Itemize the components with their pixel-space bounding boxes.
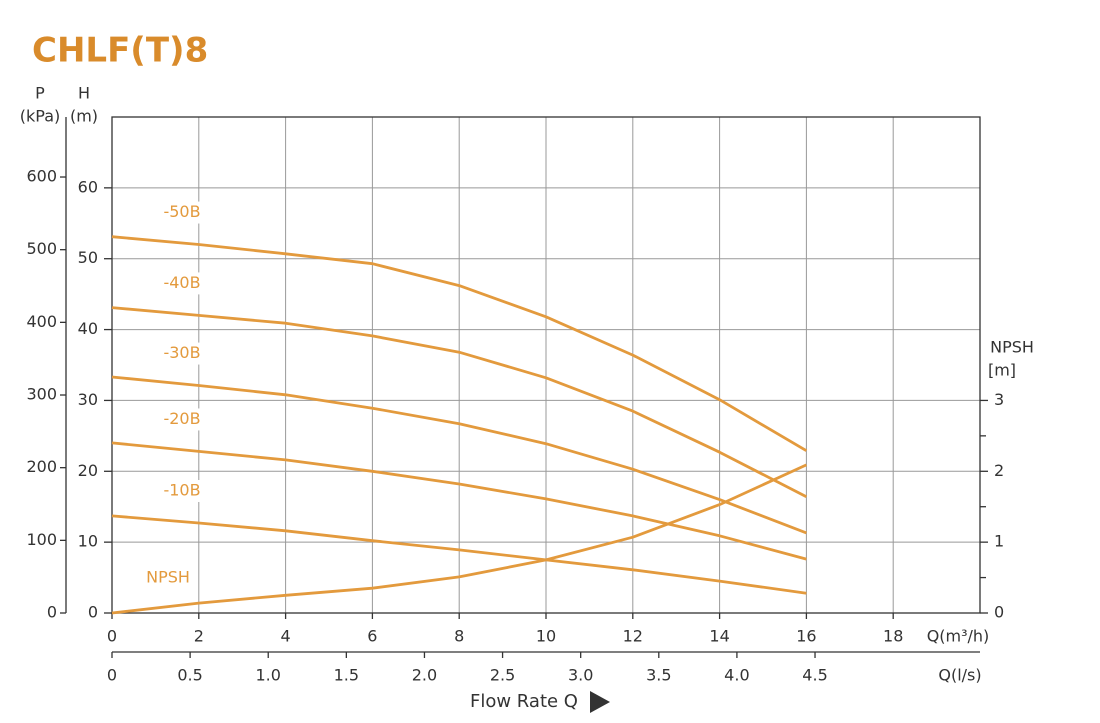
label-bg xyxy=(154,272,210,295)
x2-label: Q(l/s) xyxy=(938,666,981,685)
curve xyxy=(111,514,807,595)
y-tick-label: 0 xyxy=(88,603,98,622)
y-tick-label: 50 xyxy=(78,248,98,267)
label-bg xyxy=(154,201,210,224)
y2-unit: [m] xyxy=(988,361,1016,380)
x-tick-label: 10 xyxy=(536,627,556,646)
label-bg xyxy=(154,480,210,503)
y-tick-label: 10 xyxy=(78,532,98,551)
label-bg xyxy=(140,567,196,590)
arrow xyxy=(590,691,610,713)
plot-frame xyxy=(111,116,981,614)
x2-tick-label: 2.0 xyxy=(412,666,437,685)
x-tick-label: 4 xyxy=(281,627,291,646)
curve xyxy=(111,463,807,615)
label-bg xyxy=(154,408,210,431)
y-unit: (m) xyxy=(70,107,98,126)
x2-tick-label: 3.5 xyxy=(646,666,671,685)
x-tick-label: 8 xyxy=(454,627,464,646)
x-tick-label: 16 xyxy=(796,627,816,646)
y2-tick-label: 3 xyxy=(994,390,1004,409)
p-tick-label: 400 xyxy=(26,312,57,331)
x2-tick-label: 0 xyxy=(107,666,117,685)
series-label: -20B xyxy=(163,409,200,428)
x2-tick-label: 4.0 xyxy=(724,666,749,685)
x-tick-label: 2 xyxy=(194,627,204,646)
y2-tick-label: 0 xyxy=(994,603,1004,622)
x2-tick-label: 2.5 xyxy=(490,666,515,685)
p-label: P xyxy=(35,84,45,103)
x-tick-label: 0 xyxy=(107,627,117,646)
y-label: H xyxy=(78,84,90,103)
x-label: Q(m³/h) xyxy=(927,627,990,646)
p-tick-label: 500 xyxy=(26,239,57,258)
p-unit: (kPa) xyxy=(20,107,60,126)
y-tick-label: 30 xyxy=(78,390,98,409)
curve xyxy=(111,375,807,535)
y2-tick-label: 2 xyxy=(994,461,1004,480)
x-tick-label: 18 xyxy=(883,627,903,646)
x2-tick-label: 4.5 xyxy=(802,666,827,685)
series-label: -40B xyxy=(163,273,200,292)
x2-tick-label: 3.0 xyxy=(568,666,593,685)
x-tick-label: 14 xyxy=(709,627,729,646)
y2-tick-label: 1 xyxy=(994,532,1004,551)
p-tick-label: 0 xyxy=(47,603,57,622)
p-tick-label: 300 xyxy=(26,385,57,404)
label-bg xyxy=(154,342,210,365)
x2-tick-label: 1.5 xyxy=(334,666,359,685)
curve xyxy=(111,441,807,561)
y-tick-label: 40 xyxy=(78,319,98,338)
y-tick-label: 60 xyxy=(78,177,98,196)
series-label: -30B xyxy=(163,343,200,362)
x-tick-label: 6 xyxy=(367,627,377,646)
y2-label: NPSH xyxy=(990,338,1034,357)
p-tick-label: 200 xyxy=(26,457,57,476)
curve xyxy=(111,306,808,499)
p-tick-label: 600 xyxy=(26,167,57,186)
x2-tick-label: 1.0 xyxy=(256,666,281,685)
series-label: -10B xyxy=(163,481,200,500)
y-tick-label: 20 xyxy=(78,461,98,480)
series-label: NPSH xyxy=(146,568,190,587)
curve xyxy=(111,235,808,452)
x2-tick-label: 0.5 xyxy=(177,666,202,685)
x-title: Flow Rate Q xyxy=(470,691,578,712)
chart-title: CHLF(T)8 xyxy=(32,31,208,71)
p-tick-label: 100 xyxy=(26,530,57,549)
series-label: -50B xyxy=(163,202,200,221)
x-tick-label: 12 xyxy=(623,627,643,646)
